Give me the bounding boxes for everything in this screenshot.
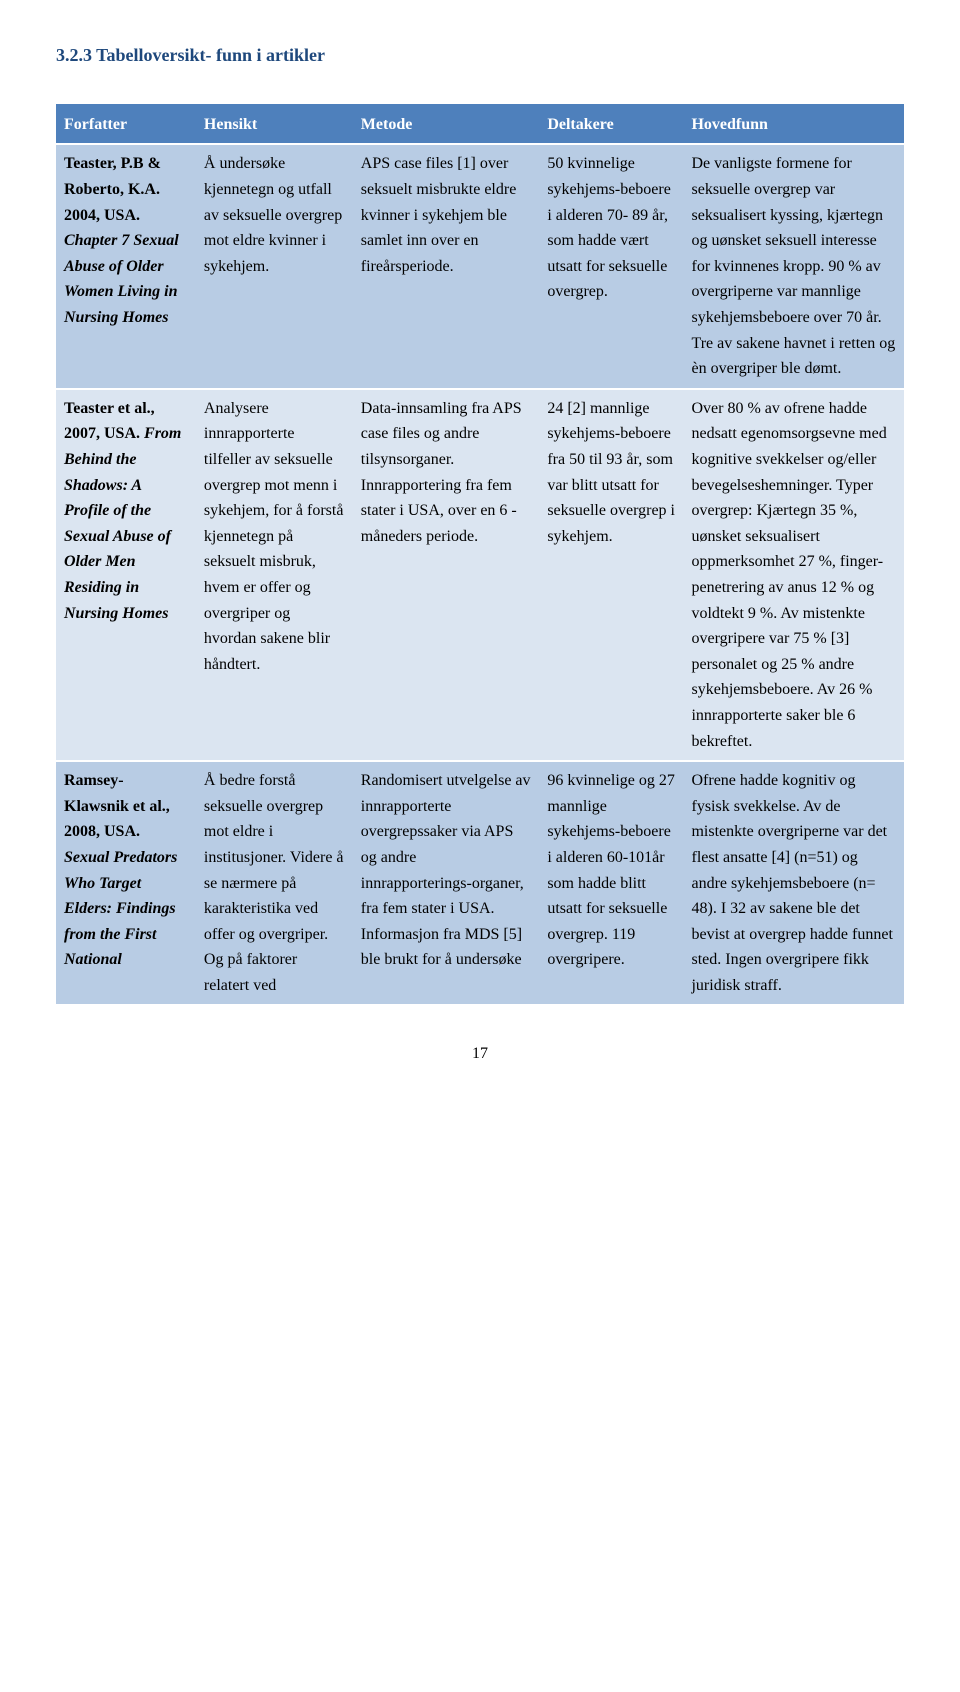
author-plain: Ramsey-Klawsnik et al., 2008, USA. xyxy=(64,772,170,840)
section-heading: 3.2.3 Tabelloversikt- funn i artikler xyxy=(56,42,904,70)
cell-forfatter: Ramsey-Klawsnik et al., 2008, USA. Sexua… xyxy=(56,761,196,1004)
table-row: Teaster, P.B & Roberto, K.A. 2004, USA. … xyxy=(56,144,904,388)
page-number: 17 xyxy=(56,1042,904,1067)
col-hensikt: Hensikt xyxy=(196,105,353,145)
table-header-row: Forfatter Hensikt Metode Deltakere Hoved… xyxy=(56,105,904,145)
cell-deltakere: 24 [2] mannlige sykehjems-beboere fra 50… xyxy=(539,389,683,761)
col-metode: Metode xyxy=(353,105,540,145)
table-row: Teaster et al., 2007, USA. From Behind t… xyxy=(56,389,904,761)
author-title: Chapter 7 Sexual Abuse of Older Women Li… xyxy=(64,232,179,326)
col-forfatter: Forfatter xyxy=(56,105,196,145)
cell-forfatter: Teaster, P.B & Roberto, K.A. 2004, USA. … xyxy=(56,144,196,388)
cell-hensikt: Å bedre forstå seksuelle overgrep mot el… xyxy=(196,761,353,1004)
cell-metode: APS case files [1] over seksuelt misbruk… xyxy=(353,144,540,388)
author-title: Sexual Predators Who Target Elders: Find… xyxy=(64,849,177,968)
cell-deltakere: 96 kvinnelige og 27 mannlige sykehjems-b… xyxy=(539,761,683,1004)
cell-hensikt: Analysere innrapporterte tilfeller av se… xyxy=(196,389,353,761)
author-plain: Teaster, P.B & Roberto, K.A. 2004, USA. xyxy=(64,155,161,223)
cell-metode: Data-innsamling fra APS case files og an… xyxy=(353,389,540,761)
cell-forfatter: Teaster et al., 2007, USA. From Behind t… xyxy=(56,389,196,761)
cell-hensikt: Å undersøke kjennetegn og utfall av seks… xyxy=(196,144,353,388)
col-hovedfunn: Hovedfunn xyxy=(683,105,904,145)
table-row: Ramsey-Klawsnik et al., 2008, USA. Sexua… xyxy=(56,761,904,1004)
cell-hovedfunn: De vanligste formene for seksuelle overg… xyxy=(683,144,904,388)
col-deltakere: Deltakere xyxy=(539,105,683,145)
cell-hovedfunn: Over 80 % av ofrene hadde nedsatt egenom… xyxy=(683,389,904,761)
author-title: From Behind the Shadows: A Profile of th… xyxy=(64,425,181,621)
cell-metode: Randomisert utvelgelse av innrapporterte… xyxy=(353,761,540,1004)
author-plain: Teaster et al., 2007, USA. xyxy=(64,400,155,443)
findings-table: Forfatter Hensikt Metode Deltakere Hoved… xyxy=(56,104,904,1005)
cell-hovedfunn: Ofrene hadde kognitiv og fysisk svekkels… xyxy=(683,761,904,1004)
cell-deltakere: 50 kvinnelige sykehjems-beboere i aldere… xyxy=(539,144,683,388)
